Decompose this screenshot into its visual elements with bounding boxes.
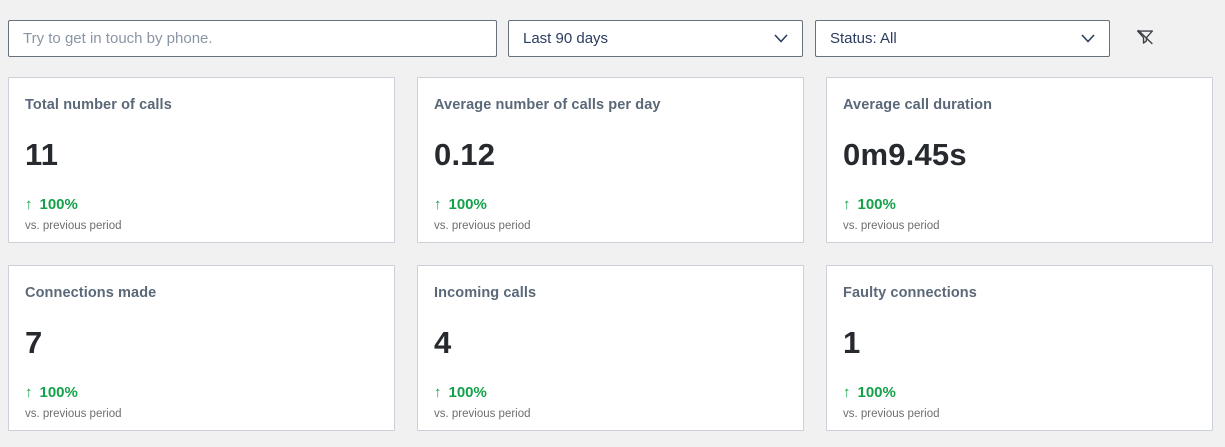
kpi-card-incoming-calls: Incoming calls 4 ↑ 100% vs. previous per…	[417, 265, 804, 431]
chevron-down-icon	[774, 33, 788, 43]
search-input[interactable]	[8, 19, 497, 57]
card-value: 0m9.45s	[843, 137, 967, 172]
card-value: 0.12	[434, 137, 496, 172]
trend-up-icon: ↑	[434, 196, 442, 213]
card-change: ↑ 100%	[434, 384, 787, 401]
trend-up-icon: ↑	[25, 196, 33, 213]
kpi-card-avg-calls-per-day: Average number of calls per day 0.12 ↑ 1…	[417, 77, 804, 243]
card-change: ↑ 100%	[843, 196, 1196, 213]
card-value: 4	[434, 325, 452, 360]
clear-filters-button[interactable]	[1131, 24, 1159, 52]
filter-toolbar: Last 90 days Status: All	[0, 0, 1225, 57]
comparison-label: vs. previous period	[434, 408, 531, 420]
comparison-label: vs. previous period	[843, 408, 940, 420]
card-change: ↑ 100%	[843, 384, 1196, 401]
change-percent: 100%	[857, 196, 896, 213]
trend-up-icon: ↑	[434, 384, 442, 401]
card-title: Total number of calls	[25, 97, 172, 113]
change-percent: 100%	[39, 384, 78, 401]
kpi-card-avg-call-duration: Average call duration 0m9.45s ↑ 100% vs.…	[826, 77, 1213, 243]
card-value: 11	[25, 137, 59, 172]
card-title: Incoming calls	[434, 285, 537, 301]
kpi-card-total-calls: Total number of calls 11 ↑ 100% vs. prev…	[8, 77, 395, 243]
kpi-card-faulty-connections: Faulty connections 1 ↑ 100% vs. previous…	[826, 265, 1213, 431]
comparison-label: vs. previous period	[25, 408, 122, 420]
filter-off-icon	[1134, 26, 1156, 51]
card-title: Faulty connections	[843, 285, 977, 301]
card-change: ↑ 100%	[25, 196, 378, 213]
card-change: ↑ 100%	[434, 196, 787, 213]
chevron-down-icon	[1081, 33, 1095, 43]
status-value: Status: All	[830, 29, 897, 47]
card-title: Connections made	[25, 285, 157, 301]
date-range-value: Last 90 days	[523, 29, 609, 47]
comparison-label: vs. previous period	[25, 220, 122, 232]
card-value: 1	[843, 325, 861, 360]
change-percent: 100%	[39, 196, 78, 213]
kpi-cards-grid: Total number of calls 11 ↑ 100% vs. prev…	[8, 77, 1213, 431]
trend-up-icon: ↑	[25, 384, 33, 401]
trend-up-icon: ↑	[843, 384, 851, 401]
card-change: ↑ 100%	[25, 384, 378, 401]
card-title: Average call duration	[843, 97, 993, 113]
comparison-label: vs. previous period	[843, 220, 940, 232]
card-value: 7	[25, 325, 43, 360]
status-select[interactable]: Status: All	[815, 19, 1110, 57]
trend-up-icon: ↑	[843, 196, 851, 213]
card-title: Average number of calls per day	[434, 97, 661, 113]
change-percent: 100%	[857, 384, 896, 401]
change-percent: 100%	[448, 196, 487, 213]
change-percent: 100%	[448, 384, 487, 401]
date-range-select[interactable]: Last 90 days	[508, 19, 803, 57]
comparison-label: vs. previous period	[434, 220, 531, 232]
kpi-card-connections-made: Connections made 7 ↑ 100% vs. previous p…	[8, 265, 395, 431]
